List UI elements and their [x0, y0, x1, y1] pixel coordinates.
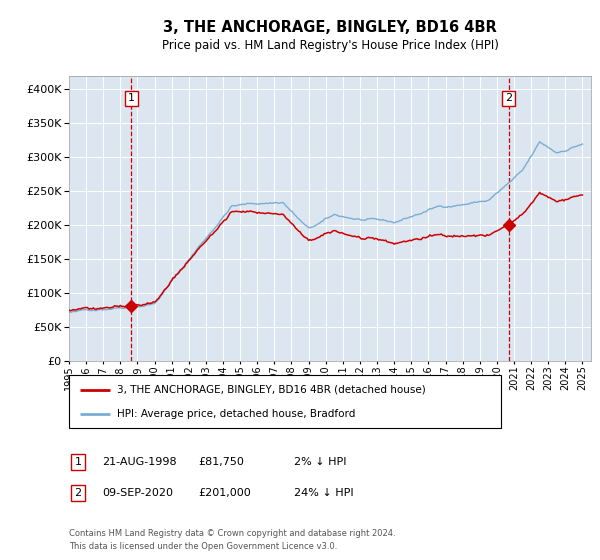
Text: 3, THE ANCHORAGE, BINGLEY, BD16 4BR: 3, THE ANCHORAGE, BINGLEY, BD16 4BR [163, 20, 497, 35]
Text: 09-SEP-2020: 09-SEP-2020 [102, 488, 173, 498]
Text: 2% ↓ HPI: 2% ↓ HPI [294, 457, 347, 467]
Text: 3, THE ANCHORAGE, BINGLEY, BD16 4BR (detached house): 3, THE ANCHORAGE, BINGLEY, BD16 4BR (det… [116, 385, 425, 395]
Text: 1: 1 [128, 94, 135, 104]
Text: 24% ↓ HPI: 24% ↓ HPI [294, 488, 353, 498]
Text: £81,750: £81,750 [198, 457, 244, 467]
Text: 2: 2 [505, 94, 512, 104]
Text: Price paid vs. HM Land Registry's House Price Index (HPI): Price paid vs. HM Land Registry's House … [161, 39, 499, 52]
Text: This data is licensed under the Open Government Licence v3.0.: This data is licensed under the Open Gov… [69, 542, 337, 550]
Text: 2: 2 [74, 488, 82, 498]
Text: Contains HM Land Registry data © Crown copyright and database right 2024.: Contains HM Land Registry data © Crown c… [69, 529, 395, 538]
Text: 21-AUG-1998: 21-AUG-1998 [102, 457, 176, 467]
FancyBboxPatch shape [69, 375, 501, 428]
Text: HPI: Average price, detached house, Bradford: HPI: Average price, detached house, Brad… [116, 409, 355, 419]
Text: 1: 1 [74, 457, 82, 467]
Text: £201,000: £201,000 [198, 488, 251, 498]
